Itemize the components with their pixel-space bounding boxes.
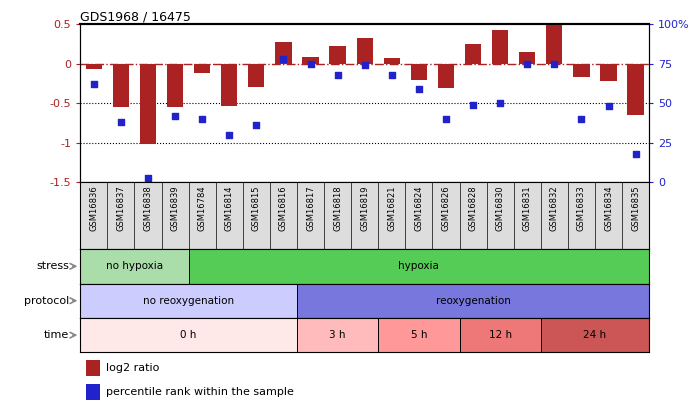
Bar <box>80 318 297 352</box>
Text: GSM16817: GSM16817 <box>306 185 315 231</box>
Text: percentile rank within the sample: percentile rank within the sample <box>106 387 294 397</box>
Bar <box>357 38 373 64</box>
Bar <box>140 64 156 143</box>
Bar <box>221 64 237 106</box>
Bar <box>628 64 644 115</box>
Bar <box>573 64 590 77</box>
Point <box>495 100 506 107</box>
Point <box>170 113 181 119</box>
Text: GSM16838: GSM16838 <box>144 185 152 231</box>
Point <box>223 132 235 138</box>
Bar <box>80 249 188 284</box>
Text: GSM16824: GSM16824 <box>415 185 424 231</box>
Text: GSM16833: GSM16833 <box>577 185 586 231</box>
Text: GSM16814: GSM16814 <box>225 185 234 231</box>
Text: GSM16836: GSM16836 <box>89 185 98 231</box>
Point <box>630 151 641 157</box>
Text: time: time <box>44 330 69 340</box>
Bar <box>86 360 101 376</box>
Bar <box>492 30 508 64</box>
Point <box>549 60 560 67</box>
Text: log2 ratio: log2 ratio <box>106 363 159 373</box>
Bar <box>275 42 292 64</box>
Text: protocol: protocol <box>24 296 69 306</box>
Text: GSM16818: GSM16818 <box>333 185 342 231</box>
Text: GSM16839: GSM16839 <box>170 185 179 231</box>
Bar <box>248 64 265 87</box>
Bar <box>329 46 346 64</box>
Text: GSM16816: GSM16816 <box>279 185 288 231</box>
Text: GSM16826: GSM16826 <box>441 185 450 231</box>
Text: no hypoxia: no hypoxia <box>106 261 163 271</box>
Bar <box>384 58 400 64</box>
Point <box>305 60 316 67</box>
Point <box>468 102 479 108</box>
Bar <box>378 318 459 352</box>
Text: hypoxia: hypoxia <box>399 261 439 271</box>
Bar <box>80 284 297 318</box>
Point <box>359 62 371 68</box>
Text: GSM16837: GSM16837 <box>117 185 126 231</box>
Bar <box>465 44 481 64</box>
Bar <box>600 64 616 81</box>
Point <box>88 81 99 87</box>
Text: GDS1968 / 16475: GDS1968 / 16475 <box>80 10 191 23</box>
Text: 5 h: 5 h <box>410 330 427 340</box>
Text: GSM16821: GSM16821 <box>387 185 396 231</box>
Bar <box>297 318 378 352</box>
Text: 12 h: 12 h <box>489 330 512 340</box>
Bar <box>541 318 649 352</box>
Point <box>278 56 289 62</box>
Text: GSM16830: GSM16830 <box>496 185 505 231</box>
Text: 0 h: 0 h <box>181 330 197 340</box>
Bar <box>410 64 427 79</box>
Text: no reoxygenation: no reoxygenation <box>143 296 235 306</box>
Point <box>603 103 614 110</box>
Bar <box>297 284 649 318</box>
Bar <box>519 52 535 64</box>
Point <box>440 116 452 122</box>
Bar <box>86 384 101 400</box>
Bar <box>86 64 102 69</box>
Text: reoxygenation: reoxygenation <box>436 296 510 306</box>
Text: GSM16834: GSM16834 <box>604 185 613 231</box>
Point <box>142 174 154 181</box>
Text: GSM16828: GSM16828 <box>468 185 477 231</box>
Bar <box>547 24 563 64</box>
Point <box>413 86 424 92</box>
Text: GSM16784: GSM16784 <box>198 185 207 231</box>
Point <box>386 72 397 78</box>
Point <box>251 122 262 129</box>
Point <box>521 60 533 67</box>
Text: GSM16835: GSM16835 <box>631 185 640 231</box>
Bar <box>194 64 210 73</box>
Bar <box>302 58 319 64</box>
Bar <box>188 249 649 284</box>
Text: 24 h: 24 h <box>584 330 607 340</box>
Text: 3 h: 3 h <box>329 330 346 340</box>
Bar <box>438 64 454 88</box>
Text: GSM16815: GSM16815 <box>252 185 261 231</box>
Point <box>332 72 343 78</box>
Point <box>115 119 126 126</box>
Point <box>576 116 587 122</box>
Text: GSM16831: GSM16831 <box>523 185 532 231</box>
Bar <box>459 318 541 352</box>
Text: GSM16819: GSM16819 <box>360 185 369 231</box>
Text: stress: stress <box>36 261 69 271</box>
Point <box>197 116 208 122</box>
Text: GSM16832: GSM16832 <box>550 185 559 231</box>
Bar <box>113 64 129 107</box>
Bar <box>167 64 183 107</box>
